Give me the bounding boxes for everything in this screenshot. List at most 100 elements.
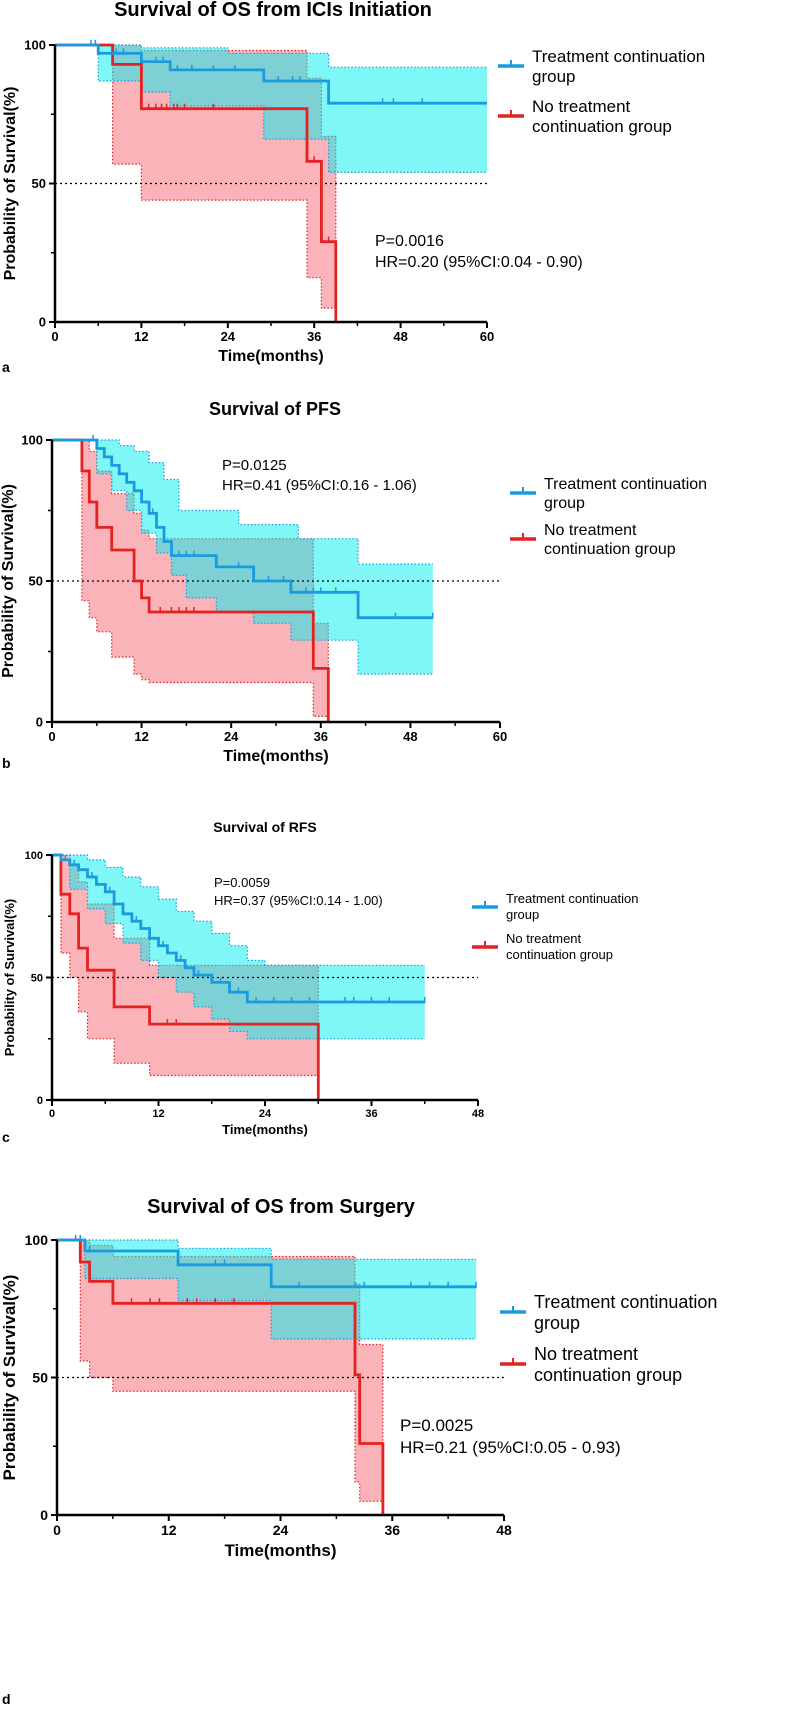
chart-b-x-tick-label: 48 (403, 729, 417, 744)
chart-c-treat-ci-band (52, 855, 425, 1039)
chart-d-x-tick-label: 48 (496, 1522, 512, 1538)
chart-c-no-ci-lower (52, 854, 319, 1100)
chart-c-x-tick-label: 48 (472, 1108, 484, 1120)
chart-c-x-tick-label: 24 (259, 1108, 272, 1120)
chart-c-x-tick-label: 12 (152, 1108, 164, 1120)
chart-b-stats-text: HR=0.41 (95%CI:0.16 - 1.06) (222, 477, 417, 494)
chart-d-treat-ci-upper (57, 1239, 477, 1260)
chart-d-x-tick-label: 12 (161, 1522, 177, 1538)
chart-d-y-tick-label: 100 (25, 1232, 49, 1248)
chart-b-legend-no-label: continuation group (544, 541, 676, 558)
chart-d-panel-label: d (2, 1691, 11, 1707)
chart-c-title: Survival of RFS (213, 819, 316, 835)
chart-c-y-axis-label: Probability of Survival(%) (2, 899, 17, 1056)
chart-c-treat-ci-lower (52, 854, 425, 1040)
chart-d-legend-treat-label: Treatment continuation (534, 1292, 717, 1312)
chart-b-treat-ci-band (52, 440, 433, 675)
chart-d-y-tick-label: 0 (40, 1507, 48, 1523)
chart-d-legend-no-label: continuation group (534, 1365, 682, 1385)
chart-b-treat-ci-upper (52, 439, 433, 565)
chart-d-treat-ci-band (57, 1240, 477, 1339)
chart-b-no-ci-upper (52, 439, 329, 722)
chart-c-x-tick-label: 36 (365, 1108, 377, 1120)
chart-a-treat-survival-line (55, 43, 487, 105)
chart-a-stats-text: HR=0.20 (95%CI:0.04 - 0.90) (375, 254, 583, 271)
chart-a-title: Survival of OS from ICIs Initiation (114, 0, 432, 21)
chart-d-svg: Survival of OS from Surgery 0 12 24 36 48 0 50 1… (0, 1196, 717, 1707)
chart-c-panel-label: c (2, 1129, 10, 1145)
chart-d-title: Survival of OS from Surgery (147, 1196, 416, 1218)
chart-c-no-survival-line (52, 853, 320, 1100)
chart-a-legend-no-label: No treatment (532, 97, 631, 116)
chart-a-panel-label: a (2, 359, 10, 375)
chart-b-x-tick-label: 24 (224, 729, 239, 744)
chart-a-legend-treat-label: group (532, 67, 575, 86)
chart-b-legend-no-label: No treatment (544, 522, 637, 539)
chart-d-y-tick-label: 50 (32, 1370, 48, 1386)
chart-a-x-tick-label: 0 (51, 329, 58, 344)
chart-b-x-axis-label: Time(months) (223, 748, 328, 765)
chart-a-legend-no-label: continuation group (532, 117, 672, 136)
chart-d-legend-treat-label: group (534, 1313, 580, 1333)
chart-b-legend-treat-label: Treatment continuation (544, 476, 707, 493)
chart-b-no-survival-line (52, 438, 330, 722)
chart-d-stats-text: HR=0.21 (95%CI:0.05 - 0.93) (400, 1438, 621, 1457)
chart-c-stats-text: P=0.0059 (214, 875, 270, 890)
chart-a-treat-ci-lower (55, 44, 487, 173)
chart-b-y-tick-label: 100 (21, 433, 43, 448)
chart-a-x-tick-label: 24 (221, 329, 236, 344)
chart-d-legend-no-label: No treatment (534, 1344, 638, 1364)
chart-c-y-tick-label: 0 (37, 1095, 43, 1107)
chart-a-x-tick-label: 60 (480, 329, 494, 344)
chart-b-treat-survival-line (52, 438, 433, 620)
chart-b-x-tick-label: 0 (48, 729, 55, 744)
chart-a-x-tick-label: 48 (393, 329, 407, 344)
chart-b-title: Survival of PFS (209, 399, 341, 419)
chart-c-legend-no-label: No treatment (506, 931, 582, 946)
chart-b-y-tick-label: 0 (36, 715, 43, 730)
chart-b-svg: Survival of PFS 0 12 24 36 48 60 0 50 100 Time(mon… (0, 399, 707, 771)
chart-a-y-tick-label: 50 (32, 176, 46, 191)
chart-c-treat-ci-upper (52, 854, 425, 966)
chart-a-x-tick-label: 12 (134, 329, 148, 344)
panel-d: Survival of OS from Surgery 0 12 24 36 48 0 50 1… (0, 1180, 797, 1712)
chart-a-no-ci-lower (55, 44, 337, 322)
chart-c-legend-treat-label: group (506, 907, 539, 922)
chart-a-legend-treat-label: Treatment continuation (532, 47, 705, 66)
chart-c-legend-treat-label: Treatment continuation (506, 891, 638, 906)
chart-c-y-tick-label: 50 (31, 972, 43, 984)
panel-c: Survival of RFS 0 12 24 36 48 0 50 100 Time(month… (0, 810, 797, 1150)
chart-a-no-survival-line (55, 43, 338, 322)
chart-b-x-tick-label: 12 (134, 729, 148, 744)
panel-b: Survival of PFS 0 12 24 36 48 60 0 50 100 Time(mon… (0, 395, 797, 780)
chart-b-y-axis-label: Probability of Survival(%) (0, 484, 17, 678)
chart-c-stats-text: HR=0.37 (95%CI:0.14 - 1.00) (214, 893, 383, 908)
chart-d-x-axis-label: Time(months) (224, 1541, 336, 1560)
chart-c-x-tick-label: 0 (49, 1108, 55, 1120)
chart-d-x-tick-label: 36 (384, 1522, 400, 1538)
chart-b-stats-text: P=0.0125 (222, 457, 287, 474)
chart-b-panel-label: b (2, 755, 11, 771)
chart-c-x-axis-label: Time(months) (222, 1122, 308, 1137)
chart-a-x-axis-label: Time(months) (218, 348, 323, 365)
chart-a-y-tick-label: 0 (39, 315, 46, 330)
chart-d-y-axis-label: Probability of Survival(%) (0, 1275, 19, 1481)
chart-d-x-tick-label: 24 (273, 1522, 289, 1538)
chart-d-treat-survival-line (57, 1238, 477, 1289)
chart-d-no-ci-lower (57, 1239, 384, 1515)
chart-a-x-tick-label: 36 (307, 329, 321, 344)
chart-d-stats-text: P=0.0025 (400, 1416, 473, 1435)
chart-d-x-tick-label: 0 (53, 1522, 61, 1538)
chart-a-stats-text: P=0.0016 (375, 233, 444, 250)
chart-c-legend-no-label: continuation group (506, 947, 613, 962)
chart-a-svg: Survival of OS from ICIs Initiation 0 12 24… (2, 0, 705, 375)
chart-c-treat-survival-line (52, 853, 425, 1004)
chart-a-y-axis-label: Probability of Survival(%) (2, 87, 19, 281)
chart-b-x-tick-label: 36 (314, 729, 328, 744)
chart-d-no-survival-line (57, 1238, 385, 1515)
chart-b-y-tick-label: 50 (29, 574, 43, 589)
chart-a-y-tick-label: 100 (24, 38, 46, 53)
chart-c-y-tick-label: 100 (25, 850, 43, 862)
panel-a: Survival of OS from ICIs Initiation 0 12 24… (0, 0, 797, 380)
chart-b-x-tick-label: 60 (493, 729, 507, 744)
